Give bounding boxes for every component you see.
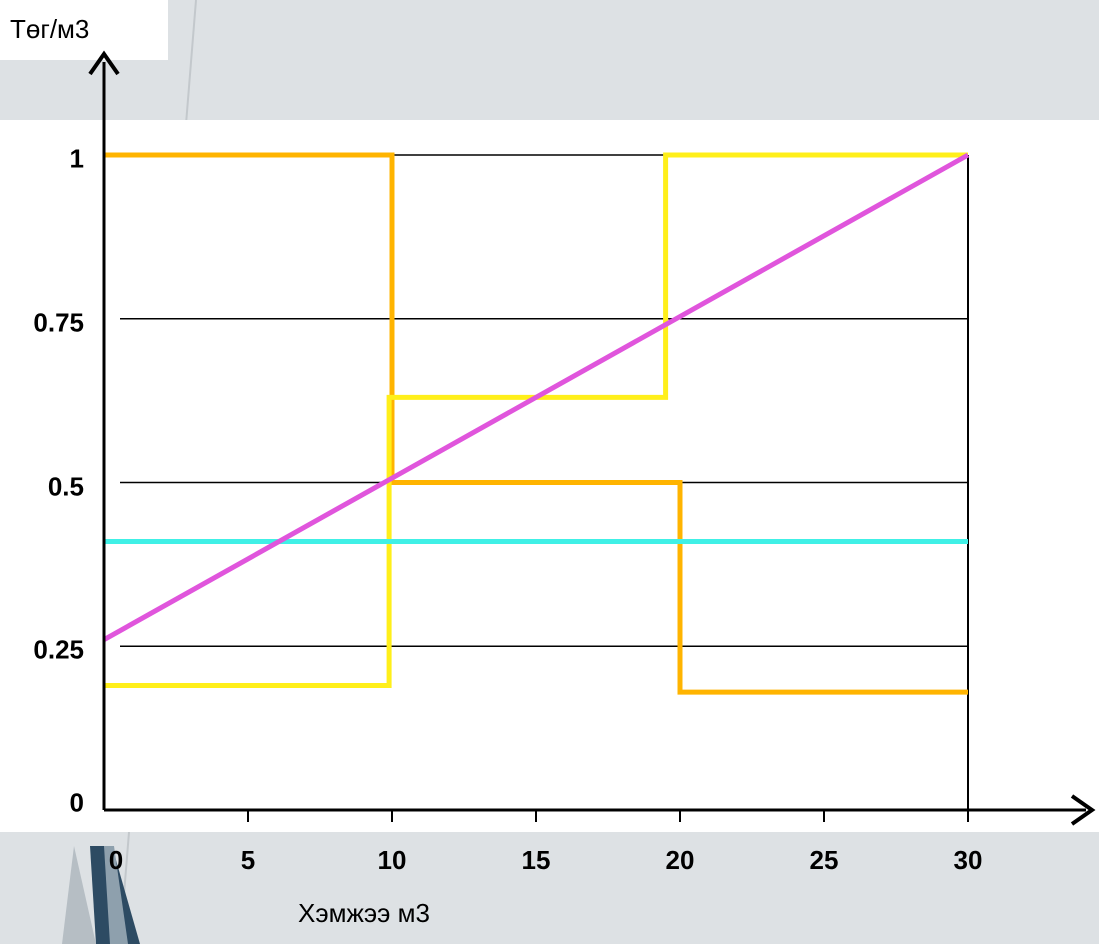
y-tick-label: 0 (69, 787, 84, 818)
series-line-4 (102, 152, 970, 642)
y-axis-arrow (88, 50, 120, 76)
x-tick-label: 25 (809, 845, 839, 875)
x-tick-label: 15 (521, 845, 551, 875)
x-tick-label: 0 (108, 845, 124, 875)
y-tick-label: 0.25 (33, 634, 84, 665)
y-axis-label-box: Төг/м3 (0, 0, 168, 60)
x-tick-label: 20 (665, 845, 695, 875)
x-axis-label: Хэмжээ м3 (298, 898, 430, 928)
decor-stripe (62, 846, 96, 944)
plot-panel (0, 120, 1099, 832)
x-axis-arrow (1070, 794, 1096, 826)
series-line-1 (104, 152, 968, 695)
y-axis-label: Төг/м3 (10, 14, 90, 44)
y-tick-label: 0.5 (47, 471, 84, 501)
y-tick-label: 0.75 (33, 307, 84, 338)
x-tick-label: 10 (377, 845, 407, 875)
decor-stripe (104, 846, 128, 944)
x-tick-label: 5 (240, 845, 256, 875)
series-line-2 (104, 152, 968, 688)
x-tick-label: 30 (953, 845, 983, 875)
y-tick-label: 1 (69, 143, 84, 174)
